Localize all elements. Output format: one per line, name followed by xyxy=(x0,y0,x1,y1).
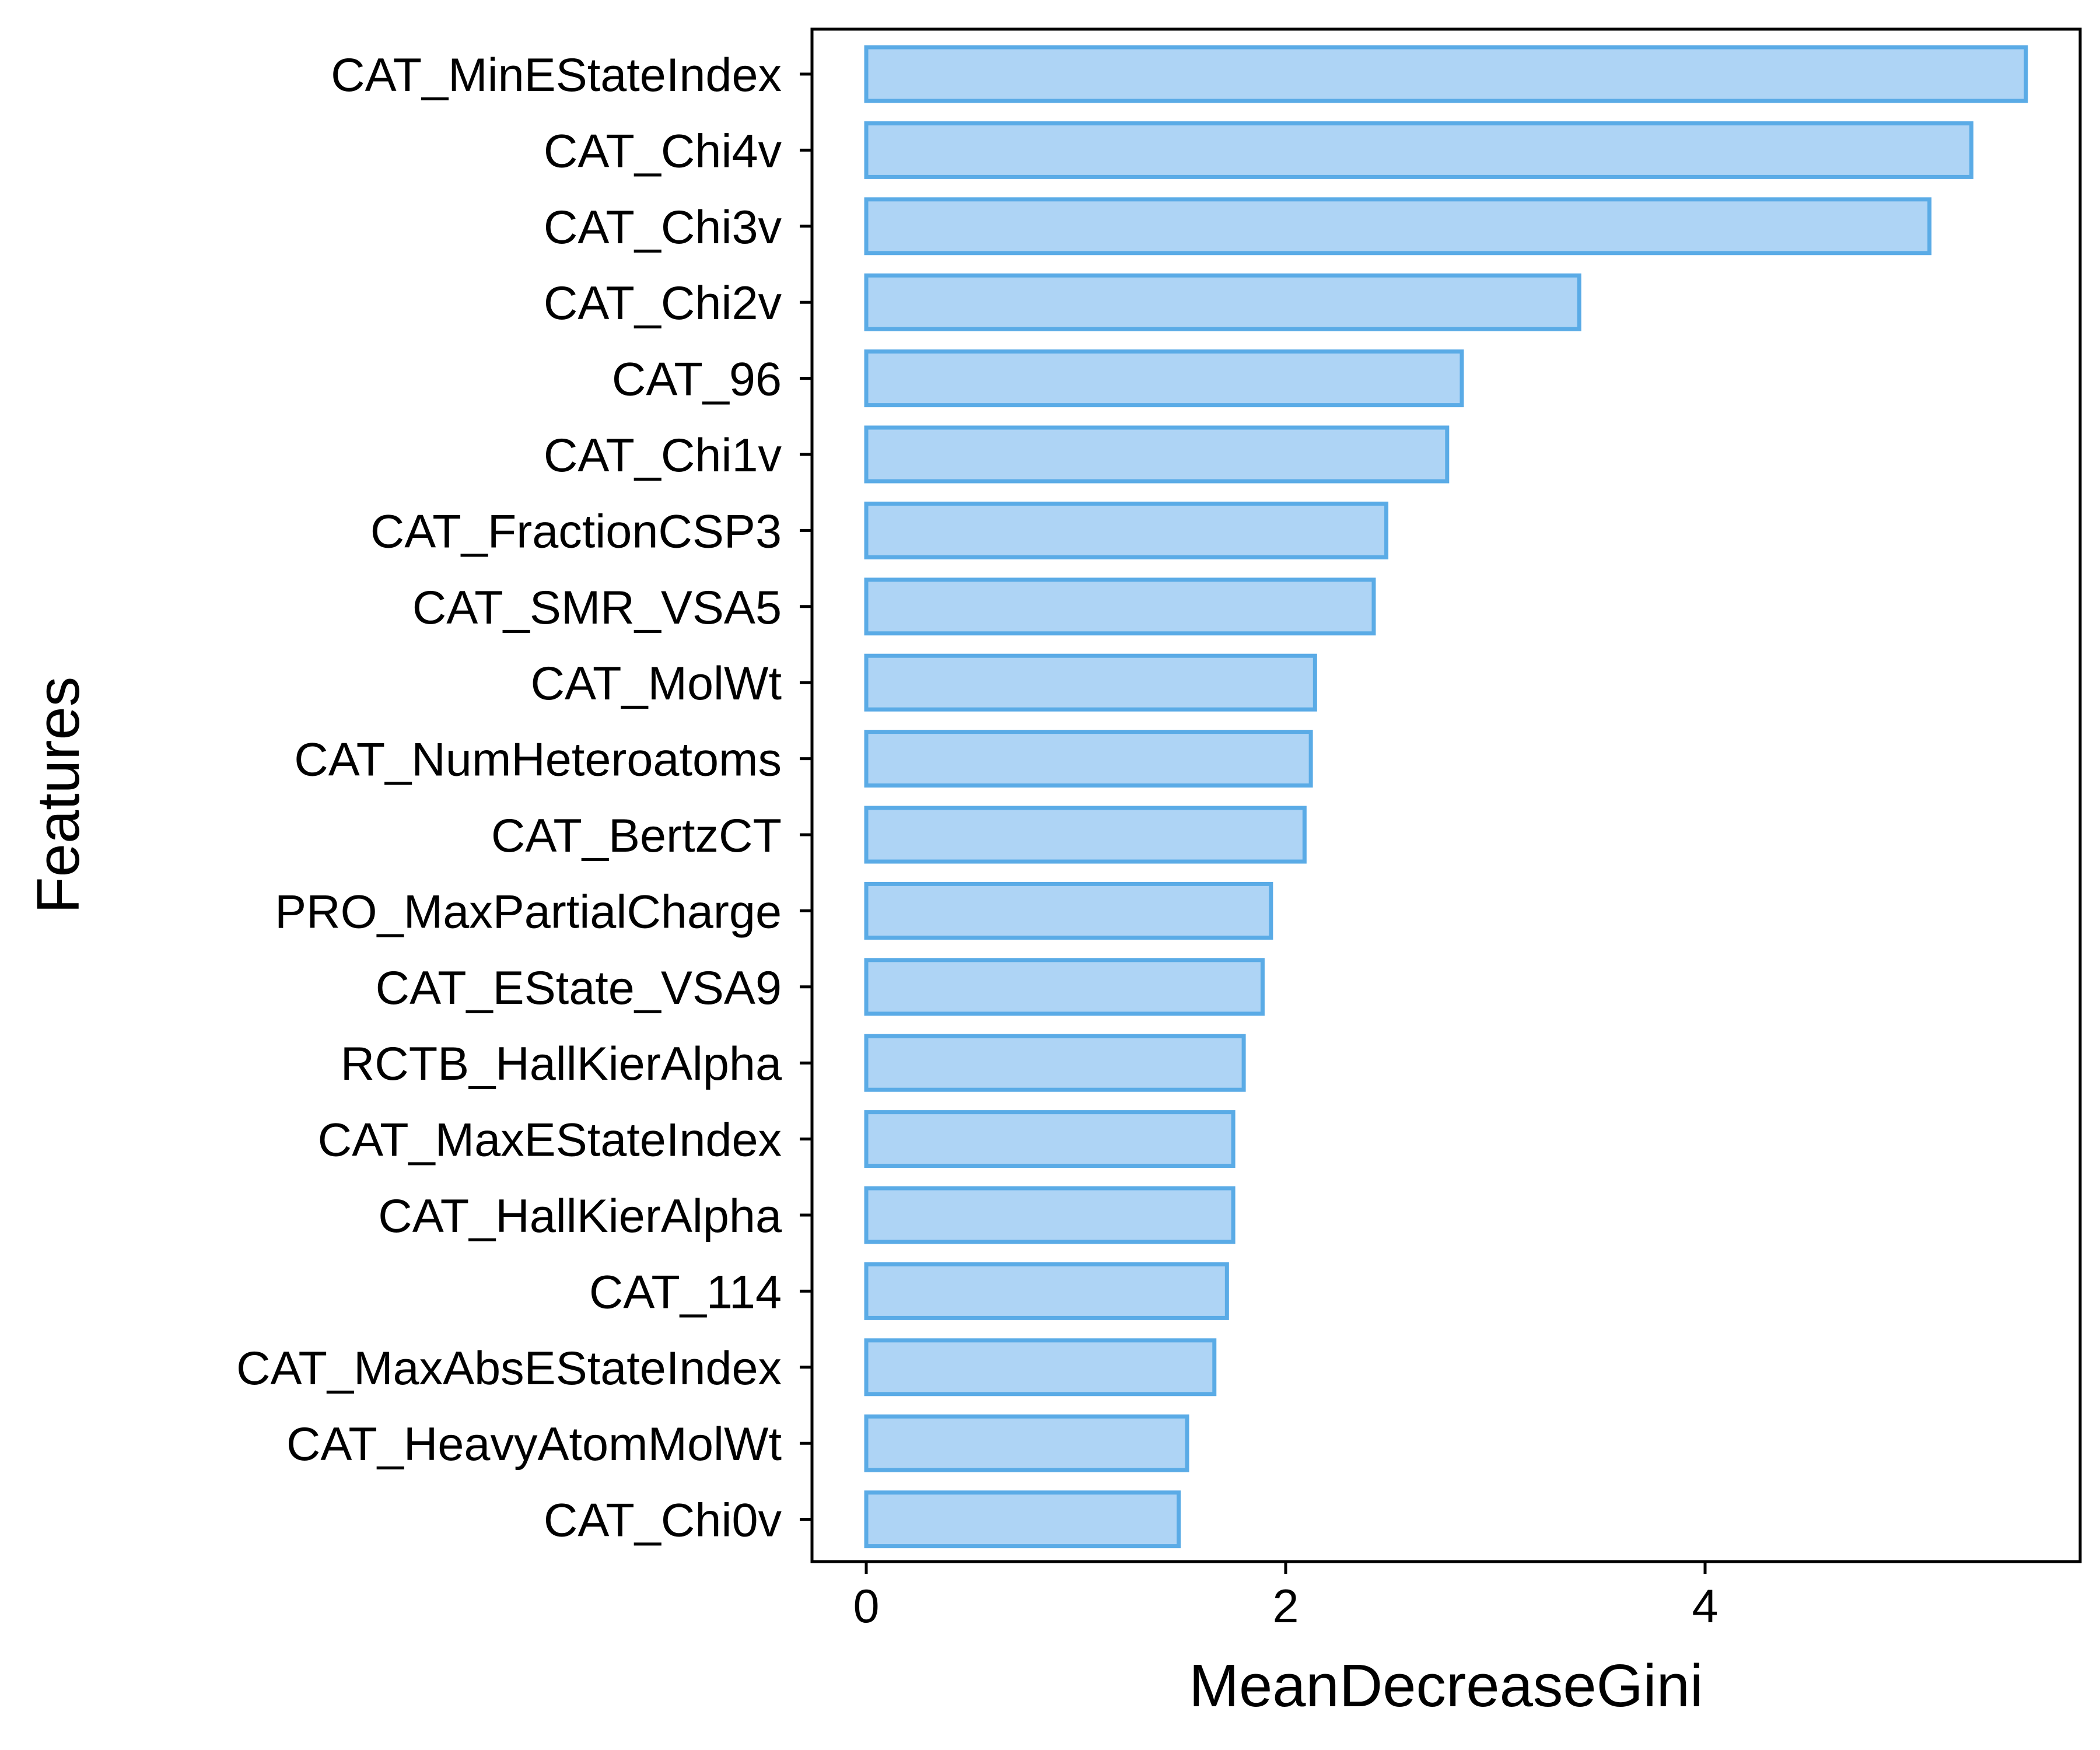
bar xyxy=(864,197,1932,256)
y-tick-label: CAT_MolWt xyxy=(530,657,782,710)
y-tick-label: CAT_SMR_VSA5 xyxy=(412,582,782,634)
y-tick-label: CAT_BertzCT xyxy=(491,810,782,862)
y-tick-label: CAT_MaxAbsEStateIndex xyxy=(236,1342,782,1395)
y-tick-label: CAT_FractionCSP3 xyxy=(370,505,782,558)
y-tick-label: PRO_MaxPartialCharge xyxy=(275,886,782,938)
y-tick-label: CAT_NumHeteroatoms xyxy=(294,734,782,786)
bar xyxy=(864,425,1450,484)
bar xyxy=(864,1034,1246,1092)
bar xyxy=(864,45,2028,103)
y-tick-label: CAT_Chi0v xyxy=(544,1494,782,1547)
x-axis: 0 2 4 xyxy=(853,1562,1718,1633)
bar xyxy=(864,501,1389,559)
x-tick-label: 2 xyxy=(1272,1580,1298,1633)
y-tick-label: CAT_HeavyAtomMolWt xyxy=(286,1418,782,1471)
bar xyxy=(864,653,1317,712)
bar xyxy=(864,1110,1236,1168)
y-tick-label: CAT_MaxEStateIndex xyxy=(318,1114,782,1167)
bars-group xyxy=(864,45,2028,1549)
x-tick-label: 0 xyxy=(853,1580,879,1633)
bar xyxy=(864,1338,1217,1396)
y-tick-label: CAT_Chi3v xyxy=(544,201,782,254)
bar xyxy=(864,349,1464,408)
bar xyxy=(864,1186,1236,1244)
bar xyxy=(864,578,1376,636)
y-axis-title: Features xyxy=(24,677,92,914)
bar xyxy=(864,806,1307,864)
y-tick-label: CAT_EState_VSA9 xyxy=(376,962,782,1014)
bar xyxy=(864,1490,1181,1549)
x-axis-title: MeanDecreaseGini xyxy=(1189,1652,1703,1719)
plot-panel-border xyxy=(810,27,2082,1563)
y-tick-label: CAT_96 xyxy=(612,354,782,406)
y-tick-label: CAT_Chi4v xyxy=(544,125,782,177)
y-axis: CAT_MinEStateIndex CAT_Chi4v CAT_Chi3v CAT_… xyxy=(236,49,812,1547)
bar xyxy=(864,1414,1189,1472)
y-tick-label: CAT_MinEStateIndex xyxy=(331,49,782,102)
y-tick-label: CAT_114 xyxy=(589,1266,782,1318)
bar xyxy=(864,958,1265,1016)
y-tick-label: RCTB_HallKierAlpha xyxy=(341,1038,782,1090)
y-tick-label: CAT_HallKierAlpha xyxy=(378,1190,782,1242)
y-tick-label: CAT_Chi2v xyxy=(544,277,782,330)
x-tick-label: 4 xyxy=(1692,1580,1718,1633)
bar xyxy=(864,121,1974,179)
bar xyxy=(864,273,1581,331)
bar xyxy=(864,1262,1229,1320)
bar xyxy=(864,881,1273,940)
y-tick-label: CAT_Chi1v xyxy=(544,429,782,482)
bar xyxy=(864,730,1313,788)
